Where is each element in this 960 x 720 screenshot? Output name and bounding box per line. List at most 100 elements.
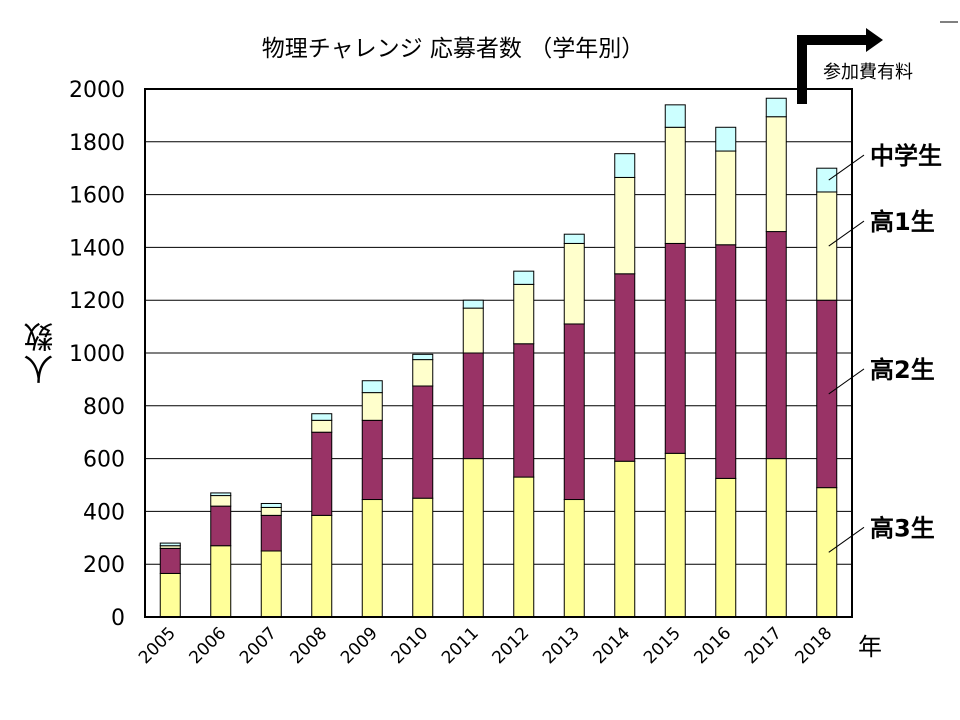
bars bbox=[159, 97, 838, 618]
legend-leader-line bbox=[828, 220, 865, 247]
paid-fee-note: 参加費有料 bbox=[823, 62, 913, 83]
y-tick-label: 2000 bbox=[69, 78, 125, 103]
bar-segment bbox=[513, 343, 535, 478]
bar-segment bbox=[715, 126, 737, 152]
bar-segment bbox=[664, 126, 686, 244]
bar-segment bbox=[462, 299, 484, 309]
bar-segment bbox=[260, 550, 282, 618]
x-tick-label: 2015 bbox=[640, 623, 685, 668]
y-tick-label: 0 bbox=[111, 606, 125, 631]
bar-segment bbox=[765, 458, 787, 618]
bar-segment bbox=[412, 385, 434, 499]
bar-segment bbox=[412, 497, 434, 618]
bar-segment bbox=[311, 431, 333, 516]
legend: 高3生 高2生 高1生 中学生 bbox=[828, 142, 942, 553]
x-tick-label: 2016 bbox=[691, 623, 736, 668]
x-tick-label: 2010 bbox=[388, 623, 433, 668]
bar-segment bbox=[664, 452, 686, 618]
bar-segment bbox=[614, 273, 636, 462]
legend-label: 高1生 bbox=[870, 208, 935, 236]
bar-segment bbox=[361, 499, 383, 618]
bar-segment bbox=[311, 413, 333, 421]
paid-fee-marker: 参加費有料 bbox=[797, 28, 913, 104]
bar-segment bbox=[462, 307, 484, 354]
bar-segment bbox=[563, 242, 585, 325]
bar-segment bbox=[816, 167, 838, 193]
x-tick-label: 2006 bbox=[186, 623, 231, 668]
bar-segment bbox=[210, 505, 232, 547]
bar-segment bbox=[412, 353, 434, 361]
bar-segment bbox=[614, 153, 636, 178]
bar-segment bbox=[513, 283, 535, 345]
x-tick-label: 2017 bbox=[741, 623, 786, 668]
bar-segment bbox=[614, 460, 636, 618]
legend-label: 高2生 bbox=[870, 356, 935, 384]
paid-fee-arrowhead-icon bbox=[866, 28, 883, 52]
paid-fee-arrow-icon bbox=[797, 35, 866, 104]
x-tick-label: 2014 bbox=[590, 623, 635, 668]
bar-segment bbox=[614, 176, 636, 275]
bar-segment bbox=[563, 499, 585, 618]
plot-frame bbox=[144, 88, 853, 618]
bar-segment bbox=[513, 270, 535, 285]
bar-segment bbox=[765, 97, 787, 118]
bar-segment bbox=[260, 514, 282, 552]
bar-segment bbox=[361, 392, 383, 421]
bar-segment bbox=[210, 545, 232, 618]
bar-segment bbox=[159, 572, 181, 618]
bar-segment bbox=[210, 495, 232, 507]
chart-title: 物理チャレンジ 応募者数 （学年別） bbox=[262, 36, 644, 62]
legend-label: 高3生 bbox=[870, 514, 935, 542]
bar-segment bbox=[412, 359, 434, 387]
x-tick-label: 2012 bbox=[489, 623, 534, 668]
bar-segment bbox=[816, 191, 838, 301]
bar-segment bbox=[210, 492, 232, 497]
bar-segment bbox=[361, 380, 383, 394]
x-tick-labels: 2005 2006 2007 2008 2009 2010 2011 2012 2013 2014… bbox=[135, 623, 836, 668]
bar-segment bbox=[715, 244, 737, 479]
x-tick-label: 2011 bbox=[438, 623, 483, 668]
bar-segment bbox=[664, 242, 686, 454]
y-tick-label: 1200 bbox=[69, 289, 125, 314]
bar-segment bbox=[462, 458, 484, 618]
x-tick-label: 2005 bbox=[135, 623, 180, 668]
y-tick-label: 200 bbox=[83, 553, 125, 578]
bar-segment bbox=[260, 502, 282, 508]
bar-segment bbox=[159, 547, 181, 574]
bar-segment bbox=[260, 506, 282, 516]
gridlines bbox=[145, 141, 852, 565]
x-tick-label: 2007 bbox=[236, 623, 281, 668]
bar-segment bbox=[664, 104, 686, 128]
bar-segment bbox=[715, 150, 737, 246]
bar-segment bbox=[513, 476, 535, 618]
legend-label: 中学生 bbox=[870, 142, 942, 170]
y-tick-label: 800 bbox=[83, 395, 125, 420]
bar-segment bbox=[311, 514, 333, 618]
y-tick-labels: 0 200 400 600 800 1000 1200 1400 1600 1800 2000 bbox=[69, 78, 125, 631]
x-tick-label: 2018 bbox=[792, 623, 837, 668]
bar-segment bbox=[462, 352, 484, 460]
y-axis-label: 人数 bbox=[25, 320, 60, 384]
bar-segment bbox=[816, 299, 838, 489]
legend-leader-line bbox=[828, 154, 865, 181]
bar-segment bbox=[765, 231, 787, 460]
y-tick-label: 400 bbox=[83, 500, 125, 525]
y-tick-label: 600 bbox=[83, 448, 125, 473]
bar-segment bbox=[563, 323, 585, 501]
y-tick-label: 1000 bbox=[69, 342, 125, 367]
x-tick-label: 2008 bbox=[287, 623, 332, 668]
bar-segment bbox=[311, 419, 333, 433]
bar-segment bbox=[715, 477, 737, 618]
bar-segment bbox=[816, 487, 838, 618]
bar-segment bbox=[765, 116, 787, 233]
x-axis-unit: 年 bbox=[858, 633, 882, 661]
x-tick-label: 2009 bbox=[337, 623, 382, 668]
bar-segment bbox=[361, 419, 383, 501]
legend-leader-line bbox=[828, 368, 865, 395]
legend-leader-line bbox=[828, 526, 865, 553]
x-tick-label: 2013 bbox=[539, 623, 584, 668]
bar-segment bbox=[159, 542, 181, 547]
y-tick-label: 1800 bbox=[69, 131, 125, 156]
y-tick-label: 1400 bbox=[69, 236, 125, 261]
